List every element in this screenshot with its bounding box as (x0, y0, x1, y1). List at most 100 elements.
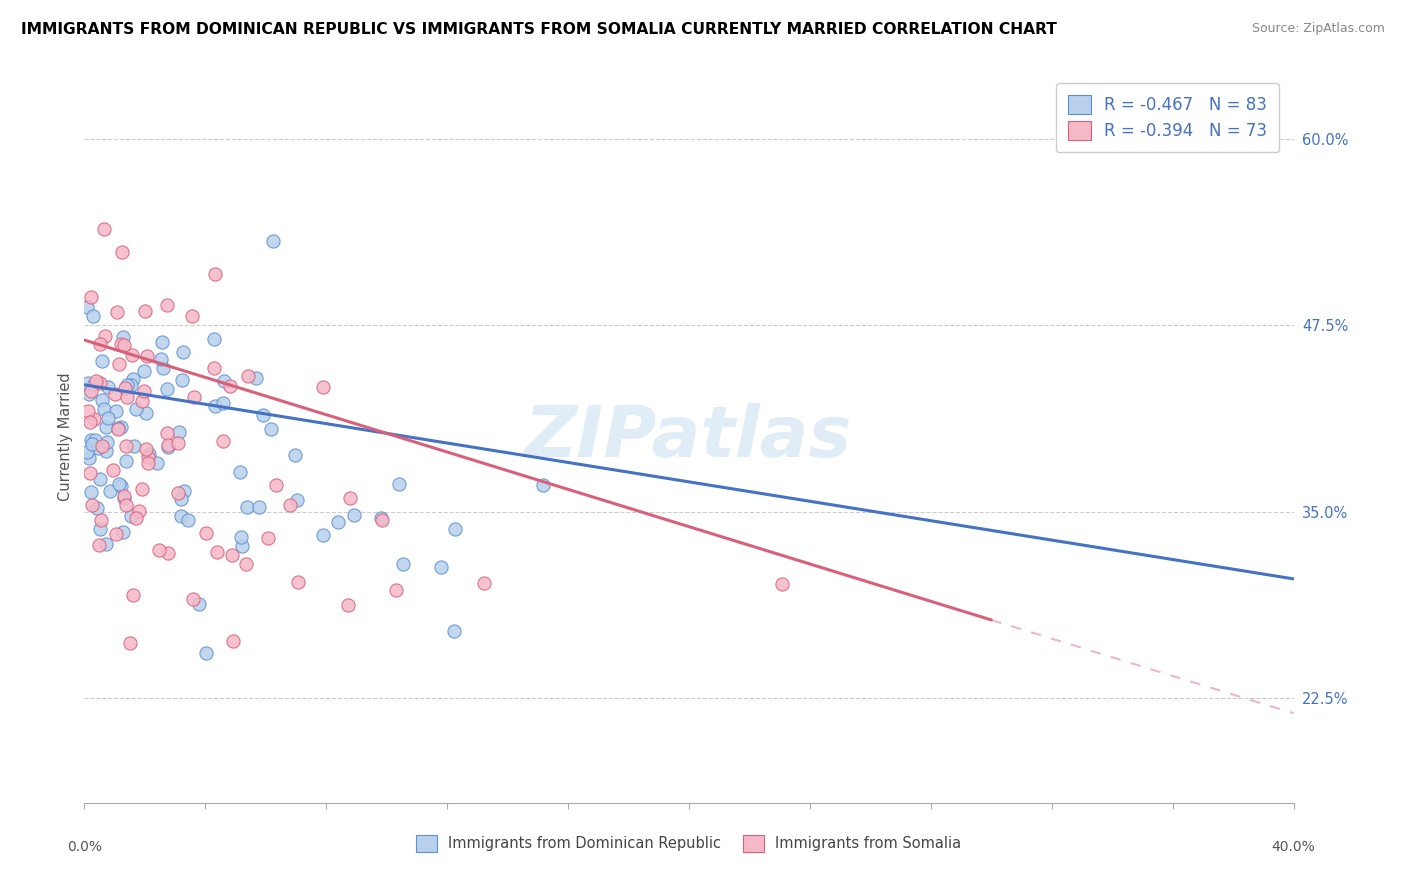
Point (392, 557, 415, 571)
Point (204, 267, 226, 281)
Point (82, 309, 104, 323)
Point (169, 425, 191, 439)
Text: 0.0%: 0.0% (67, 840, 101, 855)
Point (107, 422, 129, 436)
Point (84, 433, 107, 447)
Point (105, 305, 128, 319)
Point (260, 422, 283, 436)
Point (195, 526, 218, 541)
Point (531, 478, 554, 492)
Point (98, 483, 121, 498)
Point (80, 289, 103, 303)
Point (238, 368, 260, 383)
Point (170, 373, 193, 387)
Point (136, 457, 159, 471)
Point (388, 476, 411, 491)
Point (107, 420, 129, 434)
Point (120, 378, 142, 392)
Point (195, 646, 218, 660)
Point (235, 557, 257, 571)
Point (128, 504, 150, 518)
Point (112, 489, 135, 503)
Point (384, 582, 406, 597)
Y-axis label: Currently Married: Currently Married (58, 373, 73, 501)
Point (211, 434, 233, 449)
Point (150, 334, 173, 349)
Point (311, 528, 333, 542)
Point (218, 379, 240, 393)
Point (89, 522, 111, 536)
Point (236, 500, 259, 514)
Point (221, 634, 243, 648)
Point (472, 575, 495, 590)
Point (172, 345, 194, 359)
Point (430, 560, 453, 574)
Point (339, 491, 361, 505)
Point (104, 526, 127, 541)
Point (131, 483, 153, 497)
Point (285, 492, 308, 507)
Point (156, 438, 179, 452)
Point (245, 371, 267, 385)
Point (79, 386, 101, 401)
Point (77, 376, 100, 390)
Point (90, 439, 112, 453)
Point (157, 546, 180, 560)
Point (135, 442, 157, 457)
Point (138, 447, 160, 461)
Point (256, 531, 278, 545)
Point (370, 513, 392, 527)
Point (328, 515, 350, 529)
Point (86, 501, 108, 516)
Point (76, 300, 98, 314)
Point (287, 574, 309, 589)
Point (212, 374, 235, 388)
Point (252, 408, 274, 422)
Point (131, 394, 153, 409)
Point (115, 499, 138, 513)
Point (284, 448, 307, 462)
Point (93, 222, 115, 236)
Point (134, 384, 156, 398)
Point (231, 539, 253, 553)
Point (110, 337, 132, 351)
Point (96, 435, 118, 450)
Point (114, 381, 136, 395)
Point (280, 498, 302, 512)
Point (181, 309, 204, 323)
Point (79, 466, 101, 480)
Point (83, 376, 105, 391)
Point (80, 485, 103, 500)
Point (77, 451, 100, 466)
Point (157, 440, 180, 454)
Point (202, 360, 225, 375)
Point (97, 410, 120, 425)
Point (125, 511, 148, 525)
Point (91, 392, 114, 407)
Point (115, 378, 138, 392)
Point (135, 405, 157, 419)
Point (167, 436, 190, 450)
Point (188, 598, 211, 612)
Point (173, 483, 195, 498)
Point (83, 412, 105, 426)
Point (770, 577, 793, 591)
Point (86, 375, 108, 389)
Point (149, 352, 172, 367)
Point (211, 396, 233, 410)
Point (87, 538, 110, 552)
Point (121, 372, 143, 386)
Point (79, 415, 101, 429)
Point (134, 303, 156, 318)
Point (167, 486, 190, 500)
Point (94, 537, 117, 551)
Point (112, 338, 135, 352)
Point (105, 404, 128, 418)
Point (125, 402, 148, 417)
Legend: Immigrants from Dominican Republic, Immigrants from Somalia: Immigrants from Dominican Republic, Immi… (411, 830, 967, 858)
Point (80, 498, 103, 512)
Point (181, 591, 204, 606)
Point (115, 454, 138, 468)
Point (80, 433, 103, 447)
Point (207, 545, 229, 559)
